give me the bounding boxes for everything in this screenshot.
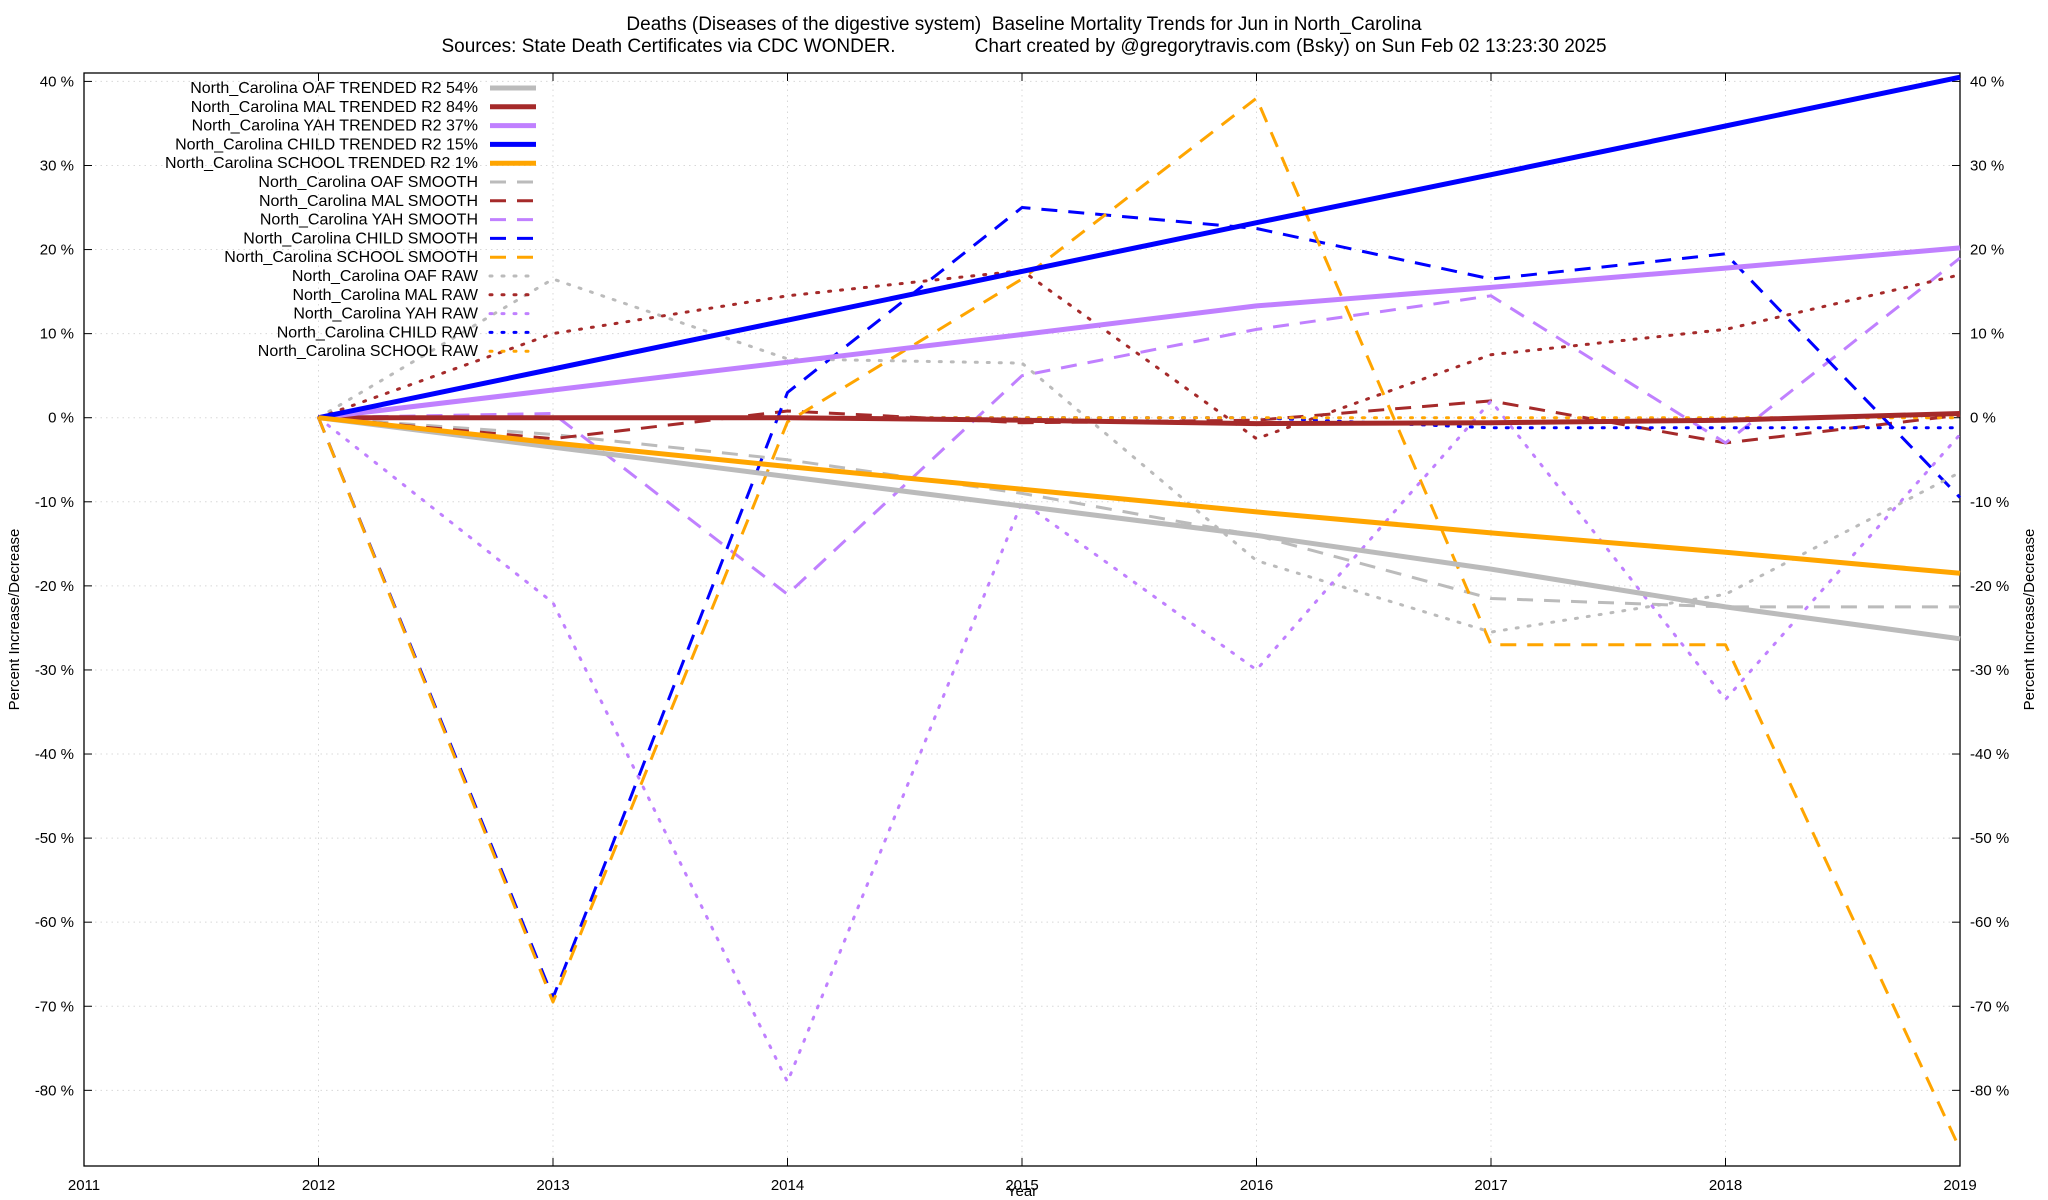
legend-entry-label: North_Carolina SCHOOL RAW: [258, 343, 479, 360]
x-tick-label: 2018: [1709, 1177, 1742, 1194]
y-axis-label-right: Percent Increase/Decrease: [2021, 529, 2038, 711]
series-line-2: [318, 411, 1961, 427]
y-tick-label-right: 10 %: [1970, 326, 2004, 343]
x-tick-label: 2011: [68, 1177, 100, 1194]
legend-entry-label: North_Carolina CHILD SMOOTH: [243, 230, 478, 247]
x-tick-label: 2013: [536, 1177, 569, 1194]
y-tick-label-left: -70 %: [35, 998, 74, 1015]
series-line-8: [318, 256, 1961, 596]
series-line-12: [317, 269, 1962, 441]
y-tick-label-right: 20 %: [1970, 242, 2004, 259]
legend-entry-label: North_Carolina YAH RAW: [293, 306, 479, 323]
series-line-5: [318, 415, 1961, 576]
y-tick-label-left: -20 %: [35, 578, 74, 595]
legend-entry-label: North_Carolina OAF RAW: [292, 268, 479, 285]
y-tick-label-right: -40 %: [1970, 746, 2009, 763]
x-tick-label: 2016: [1240, 1177, 1273, 1194]
legend-entry-label: North_Carolina SCHOOL TRENDED R2 1%: [165, 155, 478, 172]
legend-entry-label: North_Carolina SCHOOL SMOOTH: [224, 249, 478, 266]
x-tick-label: 2014: [771, 1177, 804, 1194]
y-tick-label-left: -50 %: [35, 830, 74, 847]
y-tick-label-left: -40 %: [35, 746, 74, 763]
x-tick-label: 2012: [302, 1177, 335, 1194]
chart-title: Deaths (Diseases of the digestive system…: [626, 14, 1422, 35]
series-line-10: [317, 96, 1962, 1150]
y-tick-label-right: -10 %: [1970, 494, 2009, 511]
legend: North_Carolina OAF TRENDED R2 54% North_C…: [165, 80, 538, 360]
y-axis-label-left: Percent Increase/Decrease: [6, 529, 23, 711]
x-tick-label: 2017: [1474, 1177, 1507, 1194]
legend-entry-label: North_Carolina MAL TRENDED R2 84%: [191, 99, 478, 116]
y-tick-label-right: 30 %: [1970, 157, 2004, 174]
series-line-4: [317, 74, 1961, 421]
y-tick-label-right: 40 %: [1970, 73, 2004, 90]
y-tick-label-left: 0 %: [48, 410, 74, 427]
y-tick-label-left: 20 %: [40, 242, 74, 259]
y-tick-label-right: -80 %: [1970, 1082, 2009, 1099]
legend-entry-label: North_Carolina OAF SMOOTH: [258, 174, 478, 191]
legend-entry-label: North_Carolina YAH SMOOTH: [260, 212, 478, 229]
y-tick-label-left: 40 %: [40, 73, 74, 90]
series-line-3: [318, 245, 1961, 421]
legend-entry-label: North_Carolina OAF TRENDED R2 54%: [190, 80, 478, 97]
y-tick-label-right: -30 %: [1970, 662, 2009, 679]
y-tick-label-left: -30 %: [35, 662, 74, 679]
chart-title-block: Deaths (Diseases of the digestive system…: [0, 14, 2048, 58]
y-tick-label-right: -60 %: [1970, 914, 2009, 931]
series-line-1: [318, 415, 1961, 642]
x-tick-label: 2019: [1943, 1177, 1976, 1194]
y-tick-label-right: -50 %: [1970, 830, 2009, 847]
legend-entry-label: North_Carolina CHILD TRENDED R2 15%: [175, 136, 478, 153]
legend-entry-label: North_Carolina MAL SMOOTH: [259, 193, 478, 210]
x-axis-label: Year: [1007, 1183, 1037, 1200]
y-tick-label-right: -70 %: [1970, 998, 2009, 1015]
y-tick-label-right: 0 %: [1970, 410, 1996, 427]
series-line-9: [317, 206, 1962, 1000]
series-line-6: [318, 416, 1960, 609]
series-lines: [317, 74, 1962, 1150]
legend-entry-label: North_Carolina CHILD RAW: [277, 324, 479, 341]
legend-entry-label: North_Carolina MAL RAW: [292, 287, 478, 304]
grid-lines: [83, 73, 1961, 1166]
legend-entry-label: North_Carolina YAH TRENDED R2 37%: [192, 118, 478, 135]
x-tick-label: 2015: [1005, 1177, 1038, 1194]
y-tick-label-right: -20 %: [1970, 578, 2009, 595]
series-line-14: [317, 416, 1962, 430]
y-tick-label-left: 30 %: [40, 157, 74, 174]
y-tick-label-left: 10 %: [40, 326, 74, 343]
y-tick-label-left: -60 %: [35, 914, 74, 931]
axis-ticks: 2011 2012 2013 2014 2015 2016 2017 2018 2019 40 %…: [35, 73, 2009, 1194]
series-line-11: [317, 277, 1962, 634]
y-tick-label-left: -80 %: [35, 1082, 74, 1099]
chart-subtitle: Sources: State Death Certificates via CD…: [441, 36, 1607, 57]
y-tick-label-left: -10 %: [35, 494, 74, 511]
